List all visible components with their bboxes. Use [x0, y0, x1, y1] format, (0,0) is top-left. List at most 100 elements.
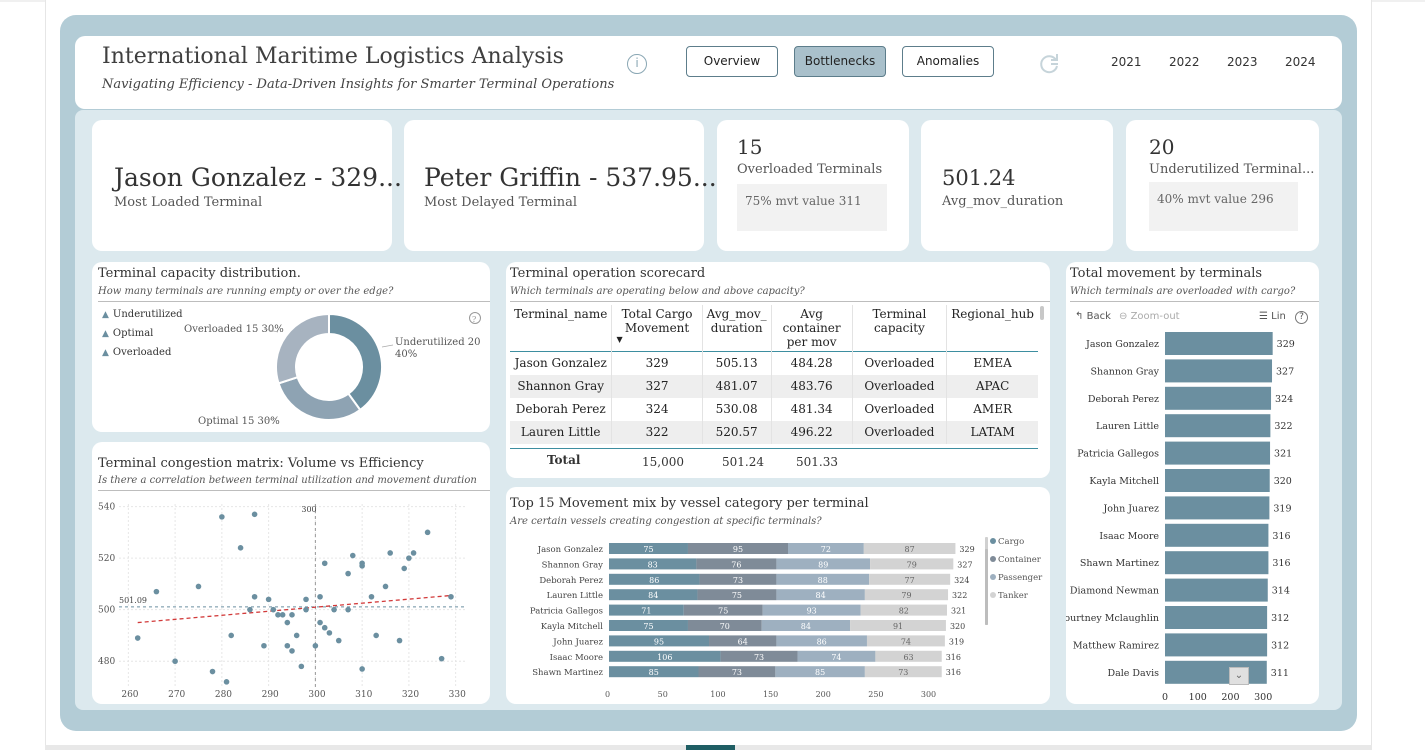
- col-total-cargo[interactable]: Total Cargo Movement ▼: [611, 305, 703, 352]
- data-label: 311: [1271, 668, 1289, 679]
- data-label: 75: [718, 607, 728, 616]
- mix-title: Top 15 Movement mix by vessel category p…: [510, 496, 869, 511]
- category-label: Kayla Mitchell: [1089, 476, 1159, 487]
- help-icon[interactable]: ?: [1295, 311, 1308, 324]
- data-label: 312: [1271, 613, 1289, 624]
- col-avg-duration[interactable]: Avg_mov_ duration: [702, 305, 772, 352]
- congestion-scatter-chart[interactable]: 260 270 280 290 300 310 320 330 540 520 500 480 300 5…: [92, 442, 490, 704]
- mix-panel: Top 15 Movement mix by vessel category p…: [506, 487, 1050, 704]
- mix-subtitle: Are certain vessels creating congestion …: [510, 516, 822, 527]
- bar-segment-cargo: [609, 620, 688, 631]
- sort-desc-icon[interactable]: ▼: [616, 335, 623, 344]
- linear-scale-button[interactable]: ☰ Lin: [1259, 311, 1286, 322]
- scatter-point: [317, 619, 323, 626]
- scatter-point: [284, 642, 291, 649]
- scatter-point: [134, 635, 141, 641]
- kpi-most-loaded: Jason Gonzalez - 329... Most Loaded Term…: [92, 120, 402, 251]
- bar: [1165, 660, 1267, 684]
- x-tick-label: 200: [816, 690, 831, 699]
- overview-button[interactable]: Overview: [686, 46, 778, 77]
- scatter-point: [237, 545, 244, 551]
- table-row[interactable]: Deborah Perez 324 530.08 481.34 Overloaded AM…: [510, 397, 1038, 421]
- cell: 327: [611, 374, 703, 398]
- category-label: Dale Davis: [1107, 668, 1159, 679]
- table-row[interactable]: Lauren Little 322 520.57 496.22 Overloaded LA…: [510, 420, 1038, 444]
- bar: [1165, 496, 1270, 520]
- table-scrollbar[interactable]: [1040, 306, 1044, 320]
- total-label: 319: [949, 637, 964, 646]
- kpi-avg-duration-label: Avg_mov_duration: [942, 194, 1064, 209]
- data-label: 76: [731, 560, 741, 569]
- movement-subtitle: Which terminals are overloaded with carg…: [1070, 286, 1296, 297]
- scatter-point: [303, 596, 309, 603]
- category-label: John Juarez: [1102, 503, 1159, 514]
- bar: [1165, 551, 1269, 575]
- category-label: Shannon Gray: [542, 560, 604, 570]
- col-terminal-name[interactable]: Terminal_name: [510, 305, 613, 352]
- scatter-point: [331, 606, 337, 613]
- movement-panel: Total movement by terminals Which termin…: [1066, 262, 1319, 704]
- scatter-point: [223, 679, 230, 685]
- kpi-overloaded-label: Overloaded Terminals: [737, 162, 883, 177]
- bar-segment-tanker: [850, 620, 946, 631]
- category-label: Shannon Gray: [1090, 366, 1159, 377]
- movement-bar-chart[interactable]: Jason Gonzalez 329 Shannon Gray 327 Deborah …: [1066, 262, 1319, 704]
- page-title: International Maritime Logistics Analysi…: [102, 44, 564, 69]
- bottlenecks-button[interactable]: Bottlenecks: [794, 46, 886, 77]
- bar: [1165, 523, 1269, 547]
- anomalies-button[interactable]: Anomalies: [902, 46, 994, 77]
- info-icon[interactable]: i: [627, 54, 647, 74]
- ref-y-label: 501.09: [119, 596, 147, 605]
- cell: 520.57: [702, 420, 772, 444]
- table-row[interactable]: Shannon Gray 327 481.07 483.76 Overloaded APA…: [510, 374, 1038, 398]
- col-avg-container[interactable]: Avg container per mov: [771, 305, 853, 352]
- bar-segment-passenger: [775, 666, 865, 678]
- legend-label: Overloaded: [112, 347, 172, 358]
- year-2024[interactable]: 2024: [1285, 55, 1316, 69]
- data-label: 77: [905, 576, 915, 585]
- col-terminal-capacity[interactable]: Terminal capacity: [852, 305, 948, 352]
- reset-icon[interactable]: [1037, 52, 1061, 76]
- zoom-label: Zoom-out: [1130, 311, 1180, 322]
- congestion-divider: [98, 490, 490, 491]
- active-page-tab[interactable]: [686, 745, 735, 750]
- category-label: Matthew Ramirez: [1073, 640, 1159, 651]
- bar-segment-tanker: [864, 589, 949, 601]
- cell: APAC: [946, 374, 1038, 398]
- kpi-underutilized-label: Underutilized Terminal...: [1149, 162, 1315, 177]
- list-icon: ☰: [1259, 311, 1268, 322]
- legend-overloaded[interactable]: ▲ Overloaded: [102, 347, 171, 358]
- scatter-point: [275, 612, 281, 618]
- kpi-avg-duration-value: 501.24: [942, 166, 1016, 190]
- scatter-point: [373, 632, 379, 639]
- capacity-subtitle: How many terminals are running empty or …: [98, 286, 394, 297]
- kpi-most-delayed: Peter Griffin - 537.95... Most Delayed T…: [404, 120, 717, 251]
- col-regional-hub[interactable]: Regional_hub: [951, 307, 1034, 321]
- total-label: 329: [959, 545, 974, 554]
- scatter-point: [247, 606, 253, 613]
- chevron-down-icon[interactable]: ⌄: [1229, 667, 1249, 685]
- congestion-panel: Terminal congestion matrix: Volume vs Ef…: [92, 442, 490, 704]
- cell: Overloaded: [852, 420, 948, 444]
- year-2021[interactable]: 2021: [1111, 55, 1142, 69]
- bar: [1165, 469, 1270, 492]
- back-button[interactable]: ↰ Back: [1075, 311, 1111, 322]
- category-label: Shawn Martinez: [1080, 558, 1159, 569]
- legend-underutilized[interactable]: ▲ Underutilized: [102, 309, 183, 320]
- x-tick-label: 260: [121, 690, 138, 700]
- legend-optimal[interactable]: ▲ Optimal: [102, 328, 153, 339]
- year-2023[interactable]: 2023: [1227, 55, 1258, 69]
- x-tick-label: 100: [1189, 692, 1207, 703]
- scatter-point: [289, 648, 295, 654]
- table-row[interactable]: Jason Gonzalez 329 505.13 484.28 Overloaded E…: [510, 351, 1038, 375]
- movement-divider: [1070, 301, 1319, 302]
- year-2022[interactable]: 2022: [1169, 55, 1200, 69]
- bar-segment-passenger: [776, 635, 867, 647]
- data-label: 89: [818, 560, 828, 569]
- data-label: 74: [901, 637, 911, 646]
- help-icon[interactable]: ?: [472, 315, 476, 324]
- scatter-point: [349, 552, 356, 559]
- cell: 496.22: [771, 420, 853, 444]
- zoom-out-button[interactable]: ⊖ Zoom-out: [1119, 311, 1180, 322]
